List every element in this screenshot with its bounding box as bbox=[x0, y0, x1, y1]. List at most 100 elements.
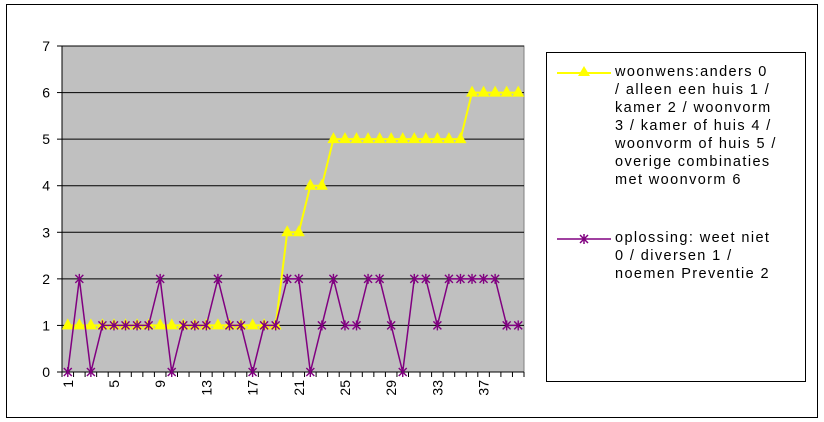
data-point bbox=[132, 320, 142, 331]
y-tick-label: 7 bbox=[42, 38, 50, 54]
y-tick-label: 6 bbox=[42, 85, 50, 101]
data-point bbox=[489, 85, 502, 97]
data-point bbox=[454, 132, 467, 144]
legend-swatch-series-1 bbox=[557, 66, 611, 76]
x-tick-label: 13 bbox=[198, 380, 214, 396]
legend-line: 3 / kamer of huis 4 / bbox=[615, 118, 772, 134]
data-point bbox=[259, 320, 269, 331]
data-point bbox=[431, 132, 444, 144]
legend-line: met woonvorm 6 bbox=[615, 172, 742, 188]
legend-line: / alleen een huis 1 / bbox=[615, 82, 771, 98]
x-tick-label: 1 bbox=[60, 380, 76, 388]
data-point bbox=[121, 320, 131, 331]
data-point bbox=[317, 320, 327, 331]
plot-area bbox=[61, 45, 525, 373]
data-point bbox=[281, 225, 294, 237]
data-point bbox=[178, 320, 188, 331]
x-tick-label: 5 bbox=[106, 380, 122, 388]
data-point bbox=[190, 320, 200, 331]
data-point bbox=[432, 320, 442, 331]
data-point bbox=[466, 85, 479, 97]
axes bbox=[57, 45, 525, 377]
data-point bbox=[165, 318, 178, 330]
data-point bbox=[385, 132, 398, 144]
data-point bbox=[305, 367, 315, 377]
data-point bbox=[513, 320, 523, 331]
data-point bbox=[201, 320, 211, 331]
data-point bbox=[477, 85, 490, 97]
data-point bbox=[375, 273, 385, 284]
legend-entry-series-2: oplossing: weet niet 0 / diversen 1 / no… bbox=[547, 229, 805, 299]
legend-line: kamer 2 / woonvorm bbox=[615, 100, 772, 116]
data-point bbox=[467, 273, 477, 284]
data-point bbox=[350, 132, 363, 144]
data-point bbox=[363, 273, 373, 284]
data-point bbox=[109, 320, 119, 331]
data-point bbox=[97, 320, 107, 331]
data-point bbox=[442, 132, 455, 144]
data-point bbox=[455, 273, 465, 284]
data-point bbox=[500, 85, 513, 97]
data-point bbox=[408, 132, 421, 144]
data-point bbox=[304, 178, 317, 190]
data-point bbox=[340, 320, 350, 331]
data-point bbox=[144, 320, 154, 331]
legend-line: 0 / diversen 1 / bbox=[615, 248, 733, 264]
legend-entry-series-1: woonwens:anders 0 / alleen een huis 1 / … bbox=[547, 63, 805, 213]
data-point bbox=[167, 367, 177, 377]
data-point bbox=[61, 318, 74, 330]
data-point bbox=[386, 320, 396, 331]
data-point bbox=[271, 320, 281, 331]
x-tick-label: 37 bbox=[476, 380, 492, 396]
x-tick-label: 17 bbox=[245, 380, 261, 396]
y-tick-label: 5 bbox=[42, 131, 50, 147]
x-tick-label: 33 bbox=[429, 380, 445, 396]
legend: woonwens:anders 0 / alleen een huis 1 / … bbox=[546, 52, 806, 382]
series-line bbox=[67, 278, 519, 373]
data-point bbox=[327, 132, 340, 144]
data-point bbox=[409, 273, 419, 284]
data-point bbox=[213, 273, 223, 284]
data-point bbox=[373, 132, 386, 144]
data-point bbox=[396, 132, 409, 144]
data-point bbox=[84, 318, 97, 330]
data-point bbox=[444, 273, 454, 284]
data-point bbox=[490, 273, 500, 284]
data-point bbox=[246, 318, 259, 330]
data-point bbox=[282, 273, 292, 284]
y-tick-label: 3 bbox=[42, 224, 50, 240]
data-point bbox=[419, 132, 432, 144]
data-point bbox=[352, 320, 362, 331]
legend-line: woonvorm of huis 5 / bbox=[615, 136, 777, 152]
series-layer bbox=[61, 85, 525, 377]
series-2 bbox=[63, 273, 523, 377]
data-point bbox=[73, 318, 86, 330]
data-point bbox=[248, 367, 258, 377]
data-point bbox=[154, 318, 167, 330]
y-tick-label: 0 bbox=[42, 364, 50, 380]
y-tick-label: 1 bbox=[42, 317, 50, 333]
data-point bbox=[74, 273, 84, 284]
data-point bbox=[398, 367, 408, 377]
data-point bbox=[86, 367, 96, 377]
data-point bbox=[479, 273, 489, 284]
y-tick-label: 4 bbox=[42, 178, 50, 194]
data-point bbox=[362, 132, 375, 144]
data-point bbox=[236, 320, 246, 331]
x-tick-label: 21 bbox=[291, 380, 307, 396]
data-point bbox=[224, 320, 234, 331]
data-point bbox=[292, 225, 305, 237]
legend-label-series-2: oplossing: weet niet 0 / diversen 1 / no… bbox=[615, 229, 801, 283]
x-tick-label: 9 bbox=[152, 380, 168, 388]
data-point bbox=[512, 85, 525, 97]
legend-label-series-1: woonwens:anders 0 / alleen een huis 1 / … bbox=[615, 63, 801, 189]
legend-line: overige combinaties bbox=[615, 154, 771, 170]
x-tick-label: 25 bbox=[337, 380, 353, 396]
y-tick-label: 2 bbox=[42, 271, 50, 287]
legend-swatch-series-2 bbox=[557, 234, 611, 244]
data-point bbox=[502, 320, 512, 331]
data-point bbox=[155, 273, 165, 284]
x-tick-label: 29 bbox=[383, 380, 399, 396]
tick-labels: 0 1 2 3 4 5 6 7 1 5 9 13 17 21 25 29 33 37 bbox=[42, 38, 491, 396]
